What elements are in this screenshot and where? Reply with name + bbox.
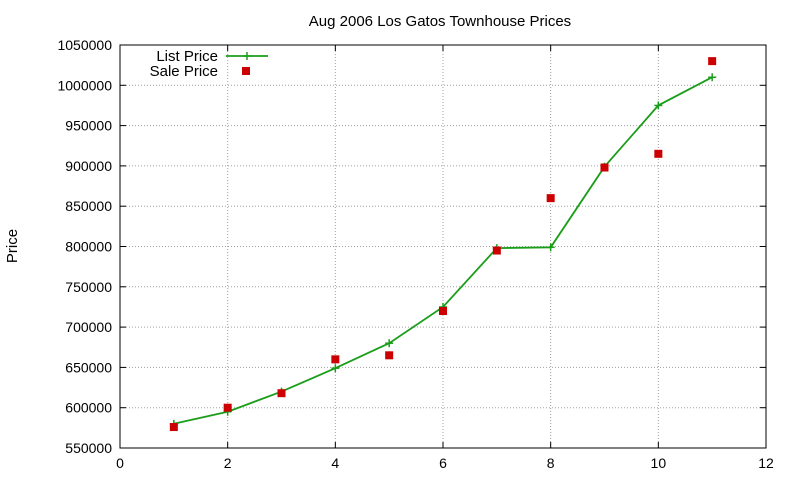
list-price-point [708, 73, 717, 82]
y-axis-label: Price [4, 229, 21, 263]
sale-price-point [546, 194, 555, 203]
sale-price-point [223, 403, 232, 412]
legend-symbol-list-price [226, 52, 268, 60]
sale-price-point [600, 163, 609, 172]
y-tick-label: 600000 [65, 400, 112, 416]
y-tick-label: 1050000 [57, 37, 112, 53]
list-price-point [385, 339, 394, 348]
legend-marker-list-price [243, 52, 251, 60]
x-tick-label: 4 [331, 455, 339, 471]
legend-marker-sale-price [242, 67, 250, 75]
sale-price-point [708, 57, 717, 66]
series [169, 57, 717, 432]
x-tick-label: 0 [116, 455, 124, 471]
x-tick-label: 12 [758, 455, 774, 471]
sale-price-point [277, 389, 286, 398]
sale-price-point [492, 246, 501, 255]
list-price-point [654, 101, 663, 110]
sale-price-point [439, 306, 447, 315]
y-tick-label: 1000000 [57, 77, 112, 93]
y-tick-label: 850000 [65, 198, 112, 214]
legend: List Price Sale Price [150, 48, 268, 80]
axis-ticks: 0 2 4 6 8 10 12 550000 600000 650000 700000 750000 8… [57, 37, 774, 471]
x-tick-label: 6 [439, 455, 447, 471]
y-tick-label: 950000 [65, 118, 112, 134]
sale-price-point [654, 149, 663, 158]
legend-label-sale-price: Sale Price [150, 63, 218, 80]
x-tick-label: 8 [547, 455, 555, 471]
sale-price-point [169, 423, 178, 432]
grid [120, 45, 766, 448]
x-tick-label: 10 [651, 455, 667, 471]
x-tick-label: 2 [224, 455, 232, 471]
y-tick-label: 750000 [65, 279, 112, 295]
y-tick-label: 550000 [65, 440, 112, 456]
legend-label-list-price: List Price [156, 48, 218, 65]
legend-symbol-sale-price [242, 67, 250, 75]
y-tick-label: 650000 [65, 359, 112, 375]
y-tick-label: 700000 [65, 319, 112, 335]
list-price-point [331, 364, 340, 373]
y-tick-label: 800000 [65, 239, 112, 255]
list-price-point [546, 243, 555, 252]
chart-title: Aug 2006 Los Gatos Townhouse Prices [309, 13, 571, 30]
sale-price-point [385, 351, 394, 360]
y-tick-label: 900000 [65, 158, 112, 174]
sale-price-point [331, 355, 340, 364]
